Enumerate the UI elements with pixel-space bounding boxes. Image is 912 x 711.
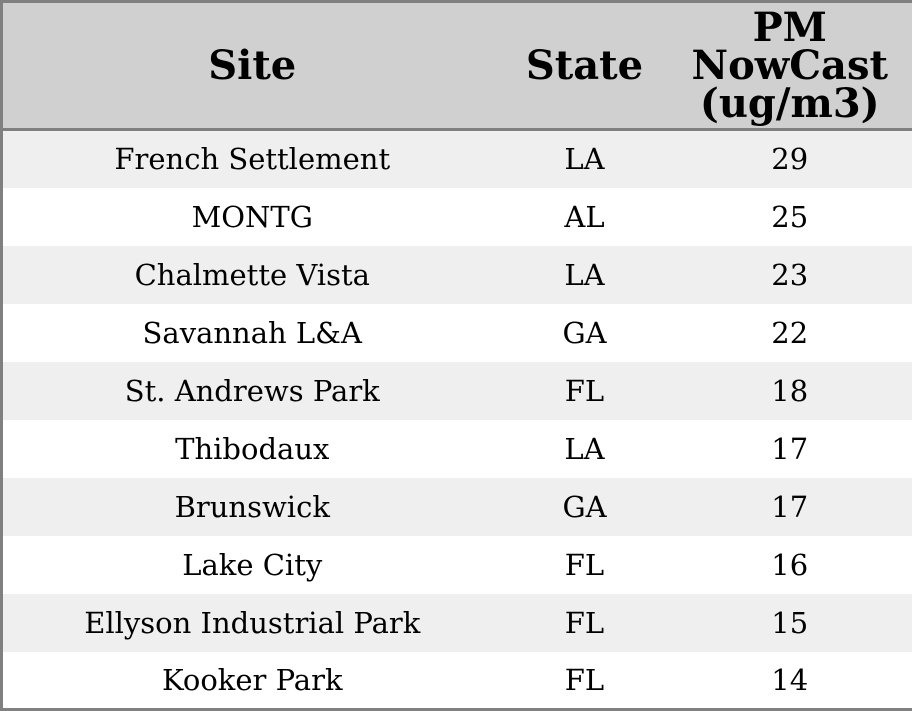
site-cell: French Settlement: [114, 142, 391, 177]
site-cell: Savannah L&A: [142, 315, 362, 350]
pm-nowcast-cell: 15: [771, 605, 809, 640]
column-header-pm-nowcast-label: PM NowCast (ug/m3): [691, 3, 888, 127]
table-row: Kooker Park FL 14: [1, 651, 912, 710]
site-cell: MONTG: [191, 199, 313, 234]
column-header-site-label: Site: [208, 41, 297, 89]
state-cell: GA: [562, 315, 607, 350]
state-cell: FL: [564, 547, 605, 582]
table-header: Site State PM NowCast (ug/m3): [1, 1, 912, 131]
pm-nowcast-cell: 25: [771, 199, 809, 234]
state-cell: FL: [564, 662, 605, 697]
site-cell: Lake City: [182, 547, 323, 582]
pm-nowcast-cell: 23: [771, 257, 809, 292]
table-row: Lake City FL 16: [1, 535, 912, 594]
state-cell: LA: [564, 142, 605, 177]
state-cell: LA: [564, 431, 605, 466]
state-cell: LA: [564, 257, 605, 292]
table-row: Chalmette Vista LA 23: [1, 245, 912, 304]
pm-nowcast-cell: 22: [771, 315, 809, 350]
state-cell: GA: [562, 489, 607, 524]
pm-nowcast-cell: 29: [771, 142, 809, 177]
pm-nowcast-cell: 16: [771, 547, 809, 582]
pm-nowcast-cell: 17: [771, 489, 809, 524]
column-header-state: State: [501, 1, 668, 131]
column-header-pm-nowcast: PM NowCast (ug/m3): [667, 1, 912, 131]
site-cell: Ellyson Industrial Park: [84, 605, 421, 640]
state-cell: FL: [564, 373, 605, 408]
table-body: French Settlement LA 29 MONTG AL 25 Chal…: [1, 129, 912, 710]
table-row: MONTG AL 25: [1, 187, 912, 246]
state-cell: AL: [564, 199, 605, 234]
site-cell: Brunswick: [174, 489, 330, 524]
table-row: Thibodaux LA 17: [1, 419, 912, 478]
state-cell: FL: [564, 605, 605, 640]
column-header-site: Site: [1, 1, 502, 131]
site-cell: Thibodaux: [175, 431, 330, 466]
site-cell: St. Andrews Park: [124, 373, 380, 408]
site-cell: Kooker Park: [161, 662, 343, 697]
pm-nowcast-cell: 18: [771, 373, 809, 408]
table-row: St. Andrews Park FL 18: [1, 361, 912, 420]
site-cell: Chalmette Vista: [134, 257, 370, 292]
column-header-state-label: State: [525, 41, 644, 89]
table-row: French Settlement LA 29: [1, 129, 912, 188]
table-row: Ellyson Industrial Park FL 15: [1, 593, 912, 652]
pm-nowcast-cell: 17: [771, 431, 809, 466]
header-row: Site State PM NowCast (ug/m3): [1, 1, 912, 131]
table-row: Brunswick GA 17: [1, 477, 912, 536]
pm-nowcast-cell: 14: [771, 662, 809, 697]
table-row: Savannah L&A GA 22: [1, 303, 912, 362]
